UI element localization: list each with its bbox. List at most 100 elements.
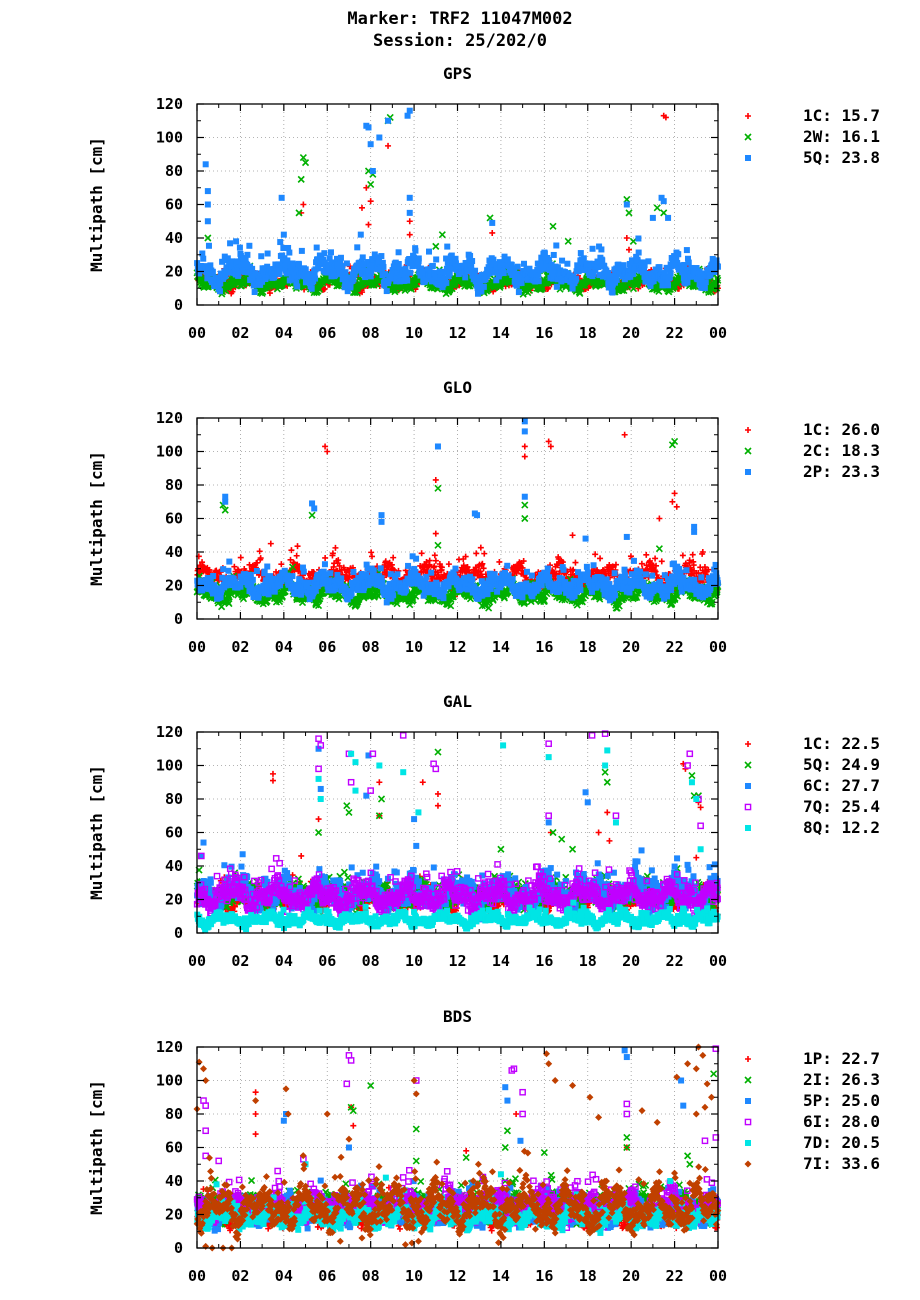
data-point bbox=[294, 543, 301, 550]
data-point bbox=[204, 201, 211, 208]
data-point bbox=[367, 180, 375, 188]
legend-marker bbox=[745, 155, 751, 161]
data-point bbox=[321, 250, 328, 257]
data-point bbox=[277, 239, 284, 246]
data-point bbox=[658, 558, 665, 565]
y-tick-label: 40 bbox=[165, 229, 183, 247]
data-point bbox=[251, 289, 258, 296]
data-point bbox=[432, 476, 439, 483]
data-point bbox=[426, 248, 433, 255]
data-point bbox=[244, 251, 251, 258]
chart-title: GLO bbox=[443, 378, 472, 397]
y-axis-label: Multipath [cm] bbox=[87, 137, 106, 272]
chart-title: GPS bbox=[443, 64, 472, 83]
data-point bbox=[635, 235, 642, 242]
data-point bbox=[625, 246, 632, 253]
data-point bbox=[664, 282, 671, 289]
data-point bbox=[365, 124, 372, 131]
session-label: Session: 25/202/0 bbox=[373, 31, 547, 51]
data-point bbox=[514, 263, 521, 270]
data-point bbox=[369, 553, 376, 560]
x-tick-label: 08 bbox=[362, 324, 380, 342]
data-point bbox=[573, 275, 580, 282]
y-tick-label: 0 bbox=[174, 296, 183, 314]
data-point bbox=[432, 557, 439, 564]
data-point bbox=[313, 244, 320, 251]
x-tick-label: 06 bbox=[318, 324, 336, 342]
y-tick-label: 60 bbox=[165, 196, 183, 214]
data-point bbox=[407, 269, 414, 276]
x-tick-label: 12 bbox=[448, 324, 466, 342]
data-point bbox=[433, 256, 440, 263]
data-point bbox=[205, 242, 212, 249]
data-point bbox=[406, 194, 413, 201]
data-point bbox=[412, 247, 419, 254]
data-point bbox=[385, 142, 392, 149]
data-point bbox=[267, 540, 274, 547]
data-point bbox=[216, 288, 223, 295]
data-point bbox=[429, 262, 436, 269]
data-point bbox=[280, 231, 287, 238]
data-point bbox=[337, 254, 344, 261]
data-point bbox=[321, 285, 328, 292]
data-point bbox=[395, 260, 402, 267]
data-point bbox=[327, 249, 334, 256]
data-point bbox=[549, 222, 557, 230]
data-point bbox=[649, 214, 656, 221]
data-point bbox=[462, 274, 469, 281]
data-point bbox=[293, 552, 300, 559]
data-point bbox=[489, 219, 496, 226]
data-point bbox=[577, 250, 584, 257]
data-point bbox=[589, 245, 596, 252]
data-point bbox=[645, 258, 652, 265]
data-point bbox=[445, 561, 452, 568]
data-point bbox=[367, 273, 374, 280]
data-point bbox=[286, 249, 293, 256]
data-point bbox=[679, 552, 686, 559]
data-point bbox=[376, 134, 383, 141]
data-point bbox=[653, 204, 661, 212]
data-point bbox=[233, 238, 240, 245]
data-point bbox=[438, 231, 446, 239]
data-point bbox=[322, 554, 329, 561]
data-point bbox=[368, 549, 375, 556]
data-point bbox=[367, 198, 374, 205]
data-point bbox=[378, 253, 385, 260]
data-point bbox=[702, 279, 709, 286]
data-point bbox=[550, 251, 557, 258]
data-point bbox=[643, 551, 650, 558]
x-tick-label: 00 bbox=[709, 324, 727, 342]
data-point bbox=[675, 251, 682, 258]
x-tick-label: 10 bbox=[405, 324, 423, 342]
y-tick-label: 120 bbox=[156, 95, 183, 113]
data-point bbox=[369, 168, 376, 174]
data-point bbox=[207, 262, 214, 269]
data-point bbox=[204, 218, 211, 225]
data-point bbox=[297, 175, 305, 183]
data-point bbox=[684, 279, 691, 286]
data-point bbox=[227, 240, 234, 247]
x-tick-label: 02 bbox=[231, 324, 249, 342]
plot-header: Marker: TRF2 11047M002 Session: 25/202/0 bbox=[0, 0, 920, 60]
data-point bbox=[623, 201, 630, 208]
marker-label: Marker: TRF2 11047M002 bbox=[347, 9, 573, 29]
data-point bbox=[432, 530, 439, 537]
data-point bbox=[685, 259, 692, 266]
data-point bbox=[308, 285, 315, 292]
data-point bbox=[597, 555, 604, 562]
x-tick-label: 16 bbox=[535, 324, 553, 342]
data-point bbox=[404, 112, 411, 119]
legend: 1C: 15.72W: 16.15Q: 23.8 bbox=[744, 106, 880, 167]
data-point bbox=[354, 244, 361, 251]
data-point bbox=[656, 515, 663, 522]
data-point bbox=[620, 262, 627, 269]
x-tick-label: 22 bbox=[666, 324, 684, 342]
data-point bbox=[258, 253, 265, 260]
data-point bbox=[689, 551, 696, 558]
data-point bbox=[598, 246, 605, 253]
data-point bbox=[569, 532, 576, 539]
data-point bbox=[472, 267, 479, 274]
data-point bbox=[667, 270, 674, 277]
